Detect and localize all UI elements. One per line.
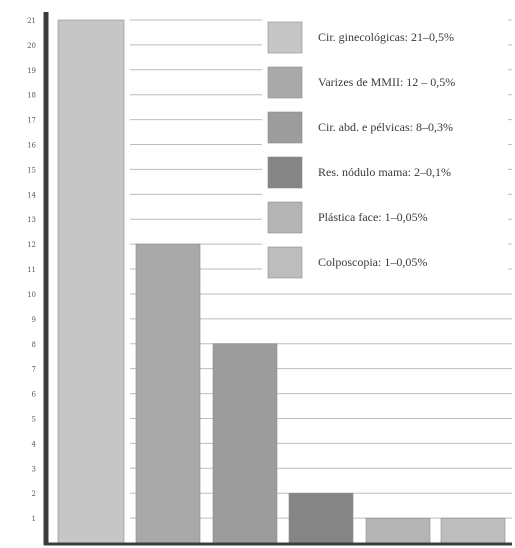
y-tick-label: 13	[27, 216, 36, 224]
y-tick-label: 21	[27, 17, 36, 25]
y-tick-label: 6	[32, 391, 37, 399]
y-tick-label: 2	[32, 490, 36, 498]
bar	[135, 243, 201, 544]
y-tick-label: 9	[32, 316, 36, 324]
legend-label: Plástica face: 1–0,05%	[318, 210, 428, 224]
legend: Cir. ginecológicas: 21–0,5% Varizes de MM…	[262, 12, 508, 280]
y-tick-label: 8	[32, 341, 36, 349]
y-tick-label: 15	[27, 166, 36, 174]
y-tick-label: 20	[27, 42, 36, 50]
bar	[440, 517, 506, 544]
y-tick-label: 19	[27, 67, 36, 75]
legend-label: Cir. ginecológicas: 21–0,5%	[318, 30, 454, 44]
y-tick-label: 3	[32, 465, 36, 473]
y-tick-label: 12	[27, 241, 36, 249]
bar	[212, 343, 278, 544]
legend-swatch	[267, 201, 303, 234]
legend-swatch	[267, 111, 303, 144]
bar	[57, 19, 125, 544]
legend-swatch	[267, 156, 303, 189]
y-tick-label: 17	[27, 117, 36, 125]
y-tick-label: 16	[27, 142, 36, 150]
y-tick-label: 5	[32, 415, 36, 423]
y-tick-label: 11	[27, 266, 36, 274]
y-tick-label: 18	[27, 92, 36, 100]
legend-swatch	[267, 66, 303, 99]
y-tick-label: 4	[32, 440, 37, 448]
bar	[288, 492, 354, 544]
legend-swatch	[267, 21, 303, 54]
legend-label: Res. nódulo mama: 2–0,1%	[318, 165, 451, 179]
legend-label: Colposcopia: 1–0,05%	[318, 255, 427, 269]
bar	[365, 517, 431, 544]
y-tick-label: 10	[27, 291, 36, 299]
y-tick-label: 1	[32, 515, 36, 523]
legend-background	[262, 12, 508, 280]
legend-label: Cir. abd. e pélvicas: 8–0,3%	[318, 120, 453, 134]
legend-swatch	[267, 246, 303, 279]
y-tick-label: 14	[27, 191, 36, 199]
legend-label: Varizes de MMII: 12 – 0,5%	[318, 75, 455, 89]
bars	[57, 19, 506, 544]
y-tick-label: 7	[32, 366, 36, 374]
